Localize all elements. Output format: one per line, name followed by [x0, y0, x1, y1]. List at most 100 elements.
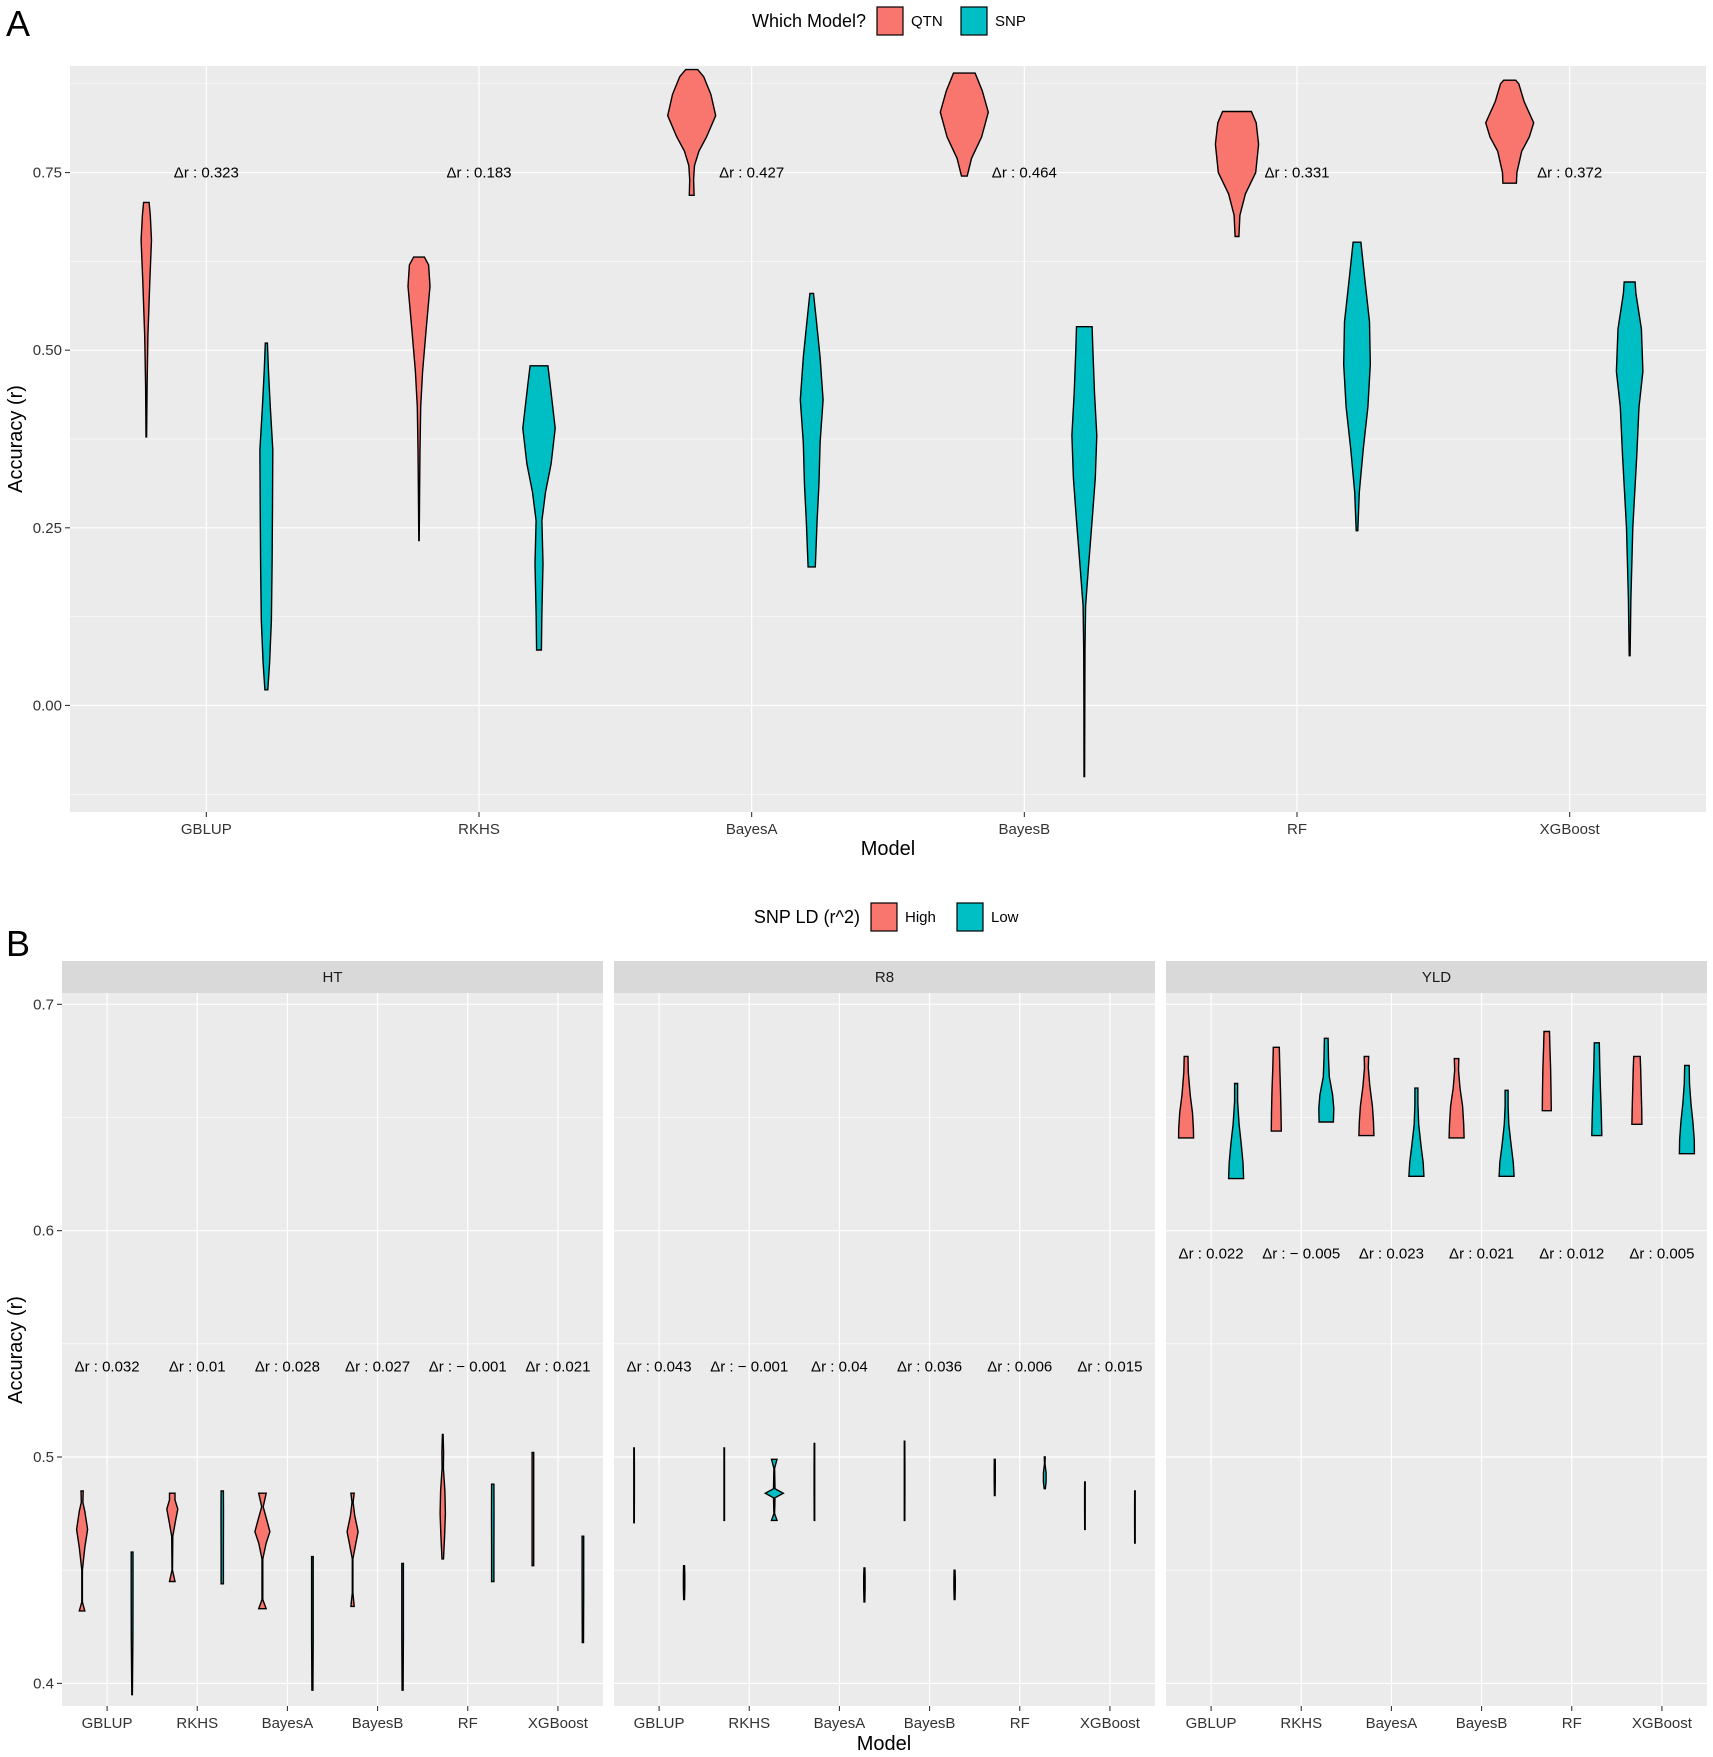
delta-r-annotation: Δr : − 0.001 [710, 1358, 788, 1375]
violin-low-xgboost-ht [581, 1535, 585, 1644]
delta-r-annotation: Δr : 0.331 [1264, 165, 1329, 182]
x-tick-label: GBLUP [634, 1715, 685, 1732]
x-tick-label: RF [1562, 1715, 1582, 1732]
facet-strip [1166, 961, 1707, 993]
x-tick-label: BayesA [262, 1715, 314, 1732]
violin-qtn-gblup [140, 201, 153, 438]
violin-high-bayesb-ht [346, 1492, 359, 1608]
facet-strip-label-ht: HT [323, 969, 343, 986]
violin-qtn-bayesa [666, 68, 717, 196]
legend-key-low [956, 902, 984, 932]
violin-snp-bayesa [799, 292, 824, 568]
x-tick-label: GBLUP [1186, 1715, 1237, 1732]
panel-background-b-ht [62, 993, 603, 1706]
x-axis-title: Model [861, 838, 915, 860]
y-tick-label: 0.75 [33, 165, 62, 182]
delta-r-annotation: Δr : 0.021 [1449, 1245, 1514, 1262]
x-tick-label: BayesA [726, 821, 778, 838]
legend-title: SNP LD (r^2) [754, 907, 860, 927]
violin-snp-rkhs [522, 365, 556, 651]
x-tick-label: BayesB [904, 1715, 956, 1732]
violin-qtn-xgboost [1484, 79, 1535, 184]
violin-qtn-rkhs [407, 256, 431, 542]
facet-strip-label-r8: R8 [875, 969, 894, 986]
delta-r-annotation: Δr : 0.023 [1359, 1245, 1424, 1262]
delta-r-annotation: Δr : 0.372 [1537, 165, 1602, 182]
violin-snp-gblup [259, 342, 274, 691]
violin-low-bayesa-ht [310, 1555, 314, 1691]
violin-low-rf-yld [1591, 1042, 1603, 1137]
facet-strip-label-yld: YLD [1422, 969, 1451, 986]
violin-high-rf-r8 [993, 1458, 996, 1497]
x-tick-label: BayesA [1366, 1715, 1418, 1732]
x-tick-label: GBLUP [82, 1715, 133, 1732]
x-tick-label: BayesB [998, 821, 1050, 838]
violin-low-rkhs-yld [1318, 1037, 1335, 1123]
delta-r-annotation: Δr : 0.022 [1179, 1245, 1244, 1262]
y-tick-label: 0.50 [33, 342, 62, 359]
legend-label: SNP [995, 13, 1026, 30]
violin-low-rkhs-ht [220, 1490, 225, 1585]
violin-low-rf-r8 [1042, 1456, 1047, 1490]
delta-r-annotation: Δr : − 0.001 [429, 1358, 507, 1375]
violin-snp-rf [1342, 241, 1372, 532]
delta-r-annotation: Δr : 0.464 [992, 165, 1057, 182]
delta-r-annotation: Δr : 0.183 [446, 165, 511, 182]
panel-label-b: B [6, 923, 30, 964]
violin-high-bayesa-yld [1358, 1055, 1375, 1137]
violin-snp-bayesb [1071, 326, 1098, 778]
violin-high-xgboost-ht [531, 1451, 535, 1567]
legend-label: QTN [911, 13, 943, 30]
delta-r-annotation: Δr : 0.01 [169, 1358, 226, 1375]
violin-low-bayesa-r8 [863, 1567, 866, 1603]
violin-high-xgboost-r8 [1083, 1481, 1086, 1531]
delta-r-annotation: Δr : 0.427 [719, 165, 784, 182]
violin-low-rkhs-r8 [763, 1458, 785, 1522]
violin-high-rf-ht [439, 1433, 447, 1560]
violin-high-bayesb-r8 [903, 1440, 906, 1522]
legend-key-snp [960, 6, 988, 36]
x-axis-title: Model [857, 1733, 911, 1755]
violin-low-gblup-yld [1227, 1082, 1245, 1180]
violin-high-bayesb-yld [1448, 1057, 1465, 1139]
x-tick-label: XGBoost [1080, 1715, 1141, 1732]
violin-high-bayesa-r8 [813, 1442, 816, 1522]
legend-key-qtn [876, 6, 904, 36]
violin-high-gblup-ht [75, 1490, 89, 1612]
violin-low-rf-ht [490, 1483, 495, 1583]
delta-r-annotation: Δr : 0.04 [811, 1358, 868, 1375]
violin-high-bayesa-ht [254, 1492, 271, 1610]
y-tick-label: 0.25 [33, 520, 62, 537]
violin-high-rf-yld [1541, 1030, 1553, 1112]
violin-high-rkhs-ht [166, 1492, 179, 1583]
violin-low-bayesb-yld [1498, 1089, 1515, 1177]
delta-r-annotation: Δr : 0.027 [345, 1358, 410, 1375]
y-tick-label: 0.6 [33, 1223, 54, 1240]
violin-low-xgboost-r8 [1133, 1490, 1136, 1544]
x-tick-label: XGBoost [528, 1715, 589, 1732]
delta-r-annotation: Δr : 0.006 [987, 1358, 1052, 1375]
x-tick-label: RF [1287, 821, 1307, 838]
delta-r-annotation: Δr : 0.012 [1539, 1245, 1604, 1262]
x-tick-label: BayesB [1456, 1715, 1508, 1732]
violin-low-bayesa-yld [1408, 1087, 1425, 1177]
delta-r-annotation: Δr : 0.323 [174, 165, 239, 182]
delta-r-annotation: Δr : 0.043 [627, 1358, 692, 1375]
panel-background-b-yld [1166, 993, 1707, 1706]
delta-r-annotation: Δr : 0.028 [255, 1358, 320, 1375]
legend-key-high [870, 902, 898, 932]
legend-label: Low [991, 909, 1019, 926]
x-tick-label: RF [1010, 1715, 1030, 1732]
x-tick-label: RKHS [728, 1715, 770, 1732]
delta-r-annotation: Δr : − 0.005 [1262, 1245, 1340, 1262]
legend-title: Which Model? [752, 11, 866, 31]
violin-low-gblup-ht [130, 1551, 134, 1696]
violin-high-gblup-yld [1177, 1055, 1195, 1139]
violin-qtn-bayesb [939, 72, 990, 177]
x-tick-label: BayesB [352, 1715, 404, 1732]
y-tick-label: 0.7 [33, 996, 54, 1013]
y-tick-label: 0.5 [33, 1449, 54, 1466]
violin-snp-xgboost [1615, 281, 1644, 657]
x-tick-label: RKHS [458, 821, 500, 838]
